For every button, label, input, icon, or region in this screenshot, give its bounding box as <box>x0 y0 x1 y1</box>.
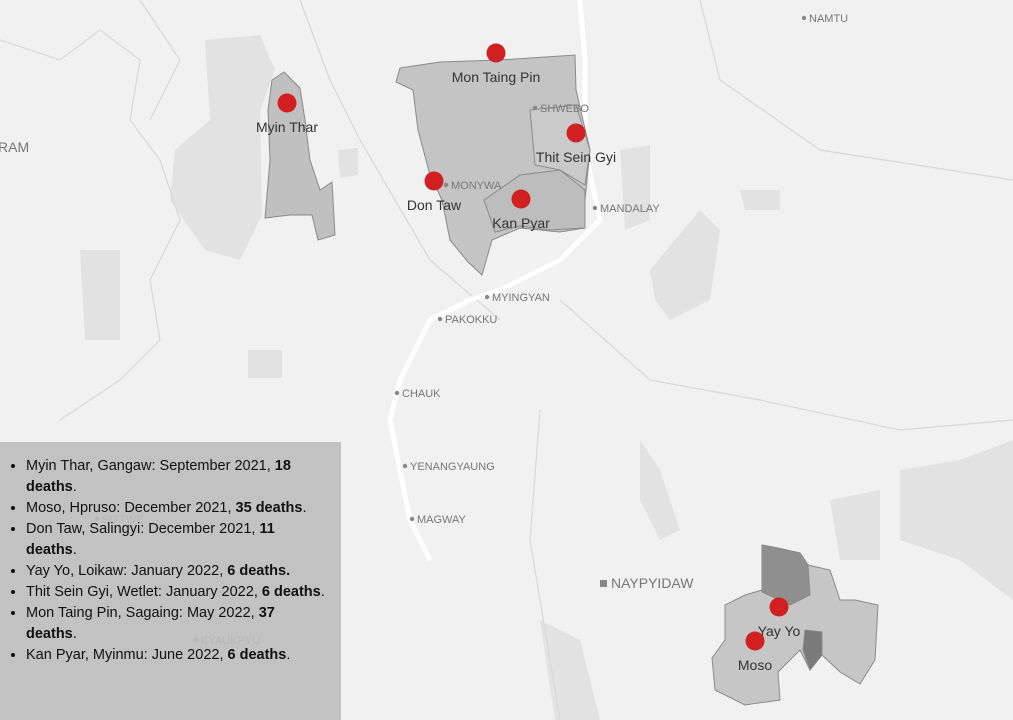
list-item: Yay Yo, Loikaw: January 2022, 6 deaths. <box>26 561 327 582</box>
marker-dot <box>566 123 586 143</box>
marker-dot <box>486 43 506 63</box>
list-item: Myin Thar, Gangaw: September 2021, 18 de… <box>26 456 327 498</box>
item-tail: . <box>320 584 325 600</box>
city-marker <box>437 316 443 322</box>
marker-dot <box>511 189 531 209</box>
item-deaths: 6 deaths. <box>227 563 291 579</box>
city-marker <box>394 390 400 396</box>
item-deaths: 37 deaths <box>26 605 275 642</box>
marker-dot <box>745 631 765 651</box>
city-label: CHAUK <box>402 388 441 400</box>
item-tail: . <box>302 500 307 516</box>
item-tail: . <box>72 479 77 495</box>
item-deaths: 35 deaths <box>235 500 303 516</box>
item-text: Don Taw, Salingyi: December 2021, <box>26 521 260 537</box>
legend-box: Myin Thar, Gangaw: September 2021, 18 de… <box>0 442 341 720</box>
item-text: Moso, Hpruso: December 2021, <box>26 500 236 516</box>
item-text: Thit Sein Gyi, Wetlet: January 2022, <box>26 584 262 600</box>
list-item: Moso, Hpruso: December 2021, 35 deaths. <box>26 498 327 519</box>
item-deaths: 11 deaths <box>26 521 275 558</box>
item-deaths: 6 deaths <box>261 584 321 600</box>
marker-label: Myin Thar <box>256 119 318 135</box>
city-label: MANDALAY <box>600 203 660 215</box>
regions <box>264 54 879 706</box>
city-label: RAM <box>0 139 29 155</box>
marker-label: Mon Taing Pin <box>452 69 540 85</box>
item-text: Yay Yo, Loikaw: January 2022, <box>26 563 228 579</box>
city-marker <box>592 205 598 211</box>
city-label: NAMTU <box>809 13 848 25</box>
list-item: Don Taw, Salingyi: December 2021, 11 dea… <box>26 519 327 561</box>
markers: Mon Taing Pin Myin Thar Thit Sein Gyi Don T… <box>256 43 801 673</box>
city-label: SHWEBO <box>540 103 589 115</box>
city-marker <box>801 15 807 21</box>
marker-label: Yay Yo <box>758 623 801 639</box>
item-deaths: 18 deaths <box>26 458 291 495</box>
item-tail: . <box>72 542 77 558</box>
list-item: Kan Pyar, Myinmu: June 2022, 6 deaths. <box>26 645 327 666</box>
land-areas <box>80 35 1013 720</box>
city-label: YENANGYAUNG <box>410 461 495 473</box>
city-label: MONYWA <box>451 180 502 192</box>
marker-label: Thit Sein Gyi <box>536 149 616 165</box>
marker-label: Moso <box>738 657 772 673</box>
item-tail: . <box>72 626 77 642</box>
marker-label: Don Taw <box>407 197 462 213</box>
item-text: Myin Thar, Gangaw: September 2021, <box>26 458 275 474</box>
marker-dot <box>769 597 789 617</box>
city-label: MYINGYAN <box>492 292 550 304</box>
item-text: Mon Taing Pin, Sagaing: May 2022, <box>26 605 259 621</box>
item-tail: . <box>286 647 291 663</box>
list-item: Thit Sein Gyi, Wetlet: January 2022, 6 d… <box>26 582 327 603</box>
city-marker <box>600 580 607 587</box>
city-marker <box>409 516 415 522</box>
marker-dot <box>424 171 444 191</box>
city-marker <box>484 294 490 300</box>
city-marker <box>532 105 538 111</box>
item-text: Kan Pyar, Myinmu: June 2022, <box>26 647 228 663</box>
item-deaths: 6 deaths <box>227 647 287 663</box>
city-marker <box>443 182 449 188</box>
event-list: Myin Thar, Gangaw: September 2021, 18 de… <box>8 456 327 666</box>
marker-dot <box>277 93 297 113</box>
city-label: PAKOKKU <box>445 314 497 326</box>
list-item: Mon Taing Pin, Sagaing: May 2022, 37 dea… <box>26 603 327 645</box>
marker-label: Kan Pyar <box>492 215 550 231</box>
city-label: MAGWAY <box>417 514 467 526</box>
city-label: NAYPYIDAW <box>611 575 694 591</box>
city-marker <box>402 463 408 469</box>
